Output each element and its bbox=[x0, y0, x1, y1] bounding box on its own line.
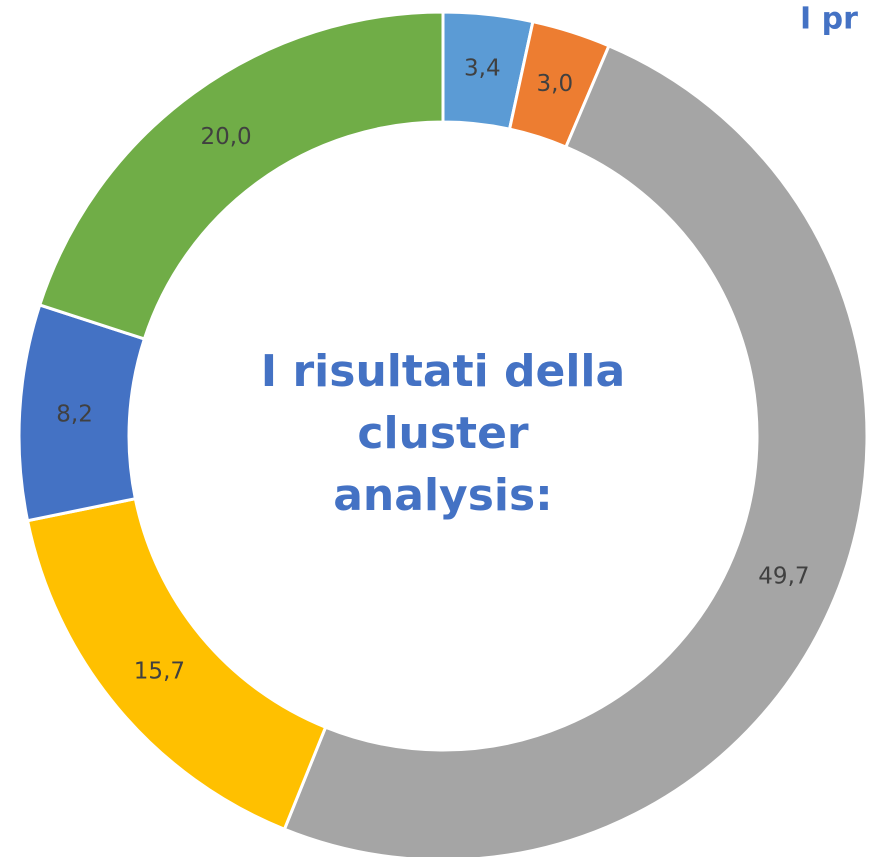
center-text: cluster bbox=[357, 408, 529, 459]
donut-segment bbox=[282, 43, 869, 857]
data-label: 3,0 bbox=[537, 71, 574, 97]
center-text: I risultati della bbox=[261, 346, 625, 397]
center-text: analysis: bbox=[333, 470, 553, 521]
data-label: 20,0 bbox=[200, 124, 251, 150]
data-label: 15,7 bbox=[134, 659, 185, 685]
data-label: 49,7 bbox=[758, 564, 809, 590]
donut-segment bbox=[37, 10, 445, 341]
data-label: 8,2 bbox=[56, 402, 93, 428]
chart-title: I pr bbox=[800, 2, 858, 37]
data-label: 3,4 bbox=[464, 56, 501, 82]
